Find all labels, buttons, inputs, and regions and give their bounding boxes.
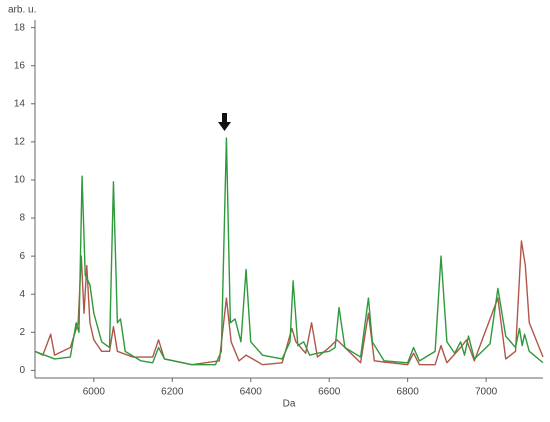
x-tick-label: 6000	[83, 387, 106, 398]
x-tick-label: 6800	[397, 387, 420, 398]
x-tick-label: 6200	[161, 387, 184, 398]
y-tick-label: 12	[14, 137, 26, 148]
y-tick-label: 16	[14, 60, 26, 71]
x-tick-label: 7000	[475, 387, 498, 398]
y-tick-label: 2	[19, 327, 25, 338]
y-tick-label: 10	[14, 175, 26, 186]
y-axis-label: arb. u.	[8, 5, 36, 16]
x-axis-label: Da	[283, 399, 296, 410]
arrow-annotation	[218, 113, 231, 131]
y-tick-label: 18	[14, 22, 26, 33]
y-tick-label: 8	[19, 213, 25, 224]
x-tick-label: 6600	[318, 387, 341, 398]
spectrum-line	[34, 137, 544, 366]
y-tick-label: 0	[19, 365, 25, 376]
y-tick-label: 14	[14, 98, 26, 109]
x-tick-label: 6400	[240, 387, 263, 398]
y-tick-label: 6	[19, 251, 25, 262]
y-tick-label: 4	[19, 289, 25, 300]
